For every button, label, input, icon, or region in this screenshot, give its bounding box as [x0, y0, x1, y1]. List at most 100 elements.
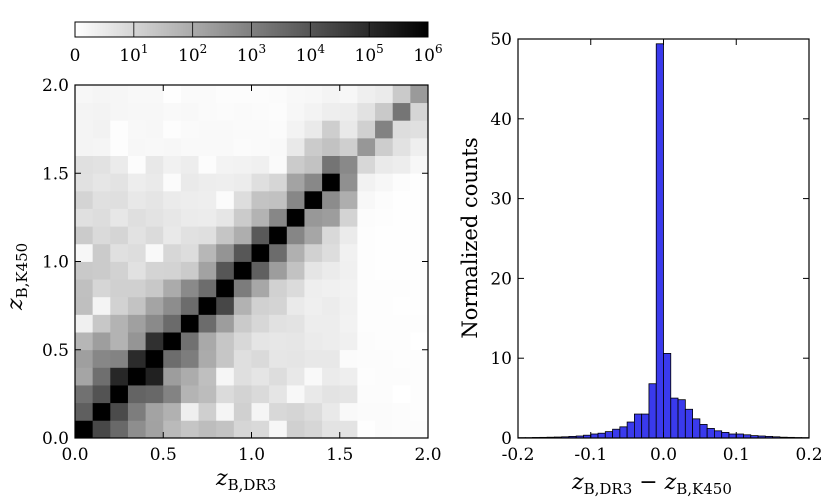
histogram-bar [706, 428, 715, 439]
heatmap-cell [216, 314, 235, 333]
x-tick-label: -0.2 [502, 445, 535, 465]
heatmap-cell [110, 243, 129, 262]
heatmap-cell [110, 349, 129, 368]
heatmap-cell [375, 296, 394, 315]
heatmap-cell [75, 402, 94, 421]
heatmap-cell [75, 296, 94, 315]
heatmap-cell [251, 190, 270, 209]
heatmap-cell [92, 367, 111, 386]
histogram-bar [721, 432, 730, 439]
y-tick-label: 0 [501, 429, 512, 449]
heatmap-cell [75, 102, 94, 121]
heatmap-cell [110, 279, 129, 298]
histogram-bar [655, 43, 664, 439]
heatmap-cell [357, 296, 376, 315]
heatmap-cell [304, 120, 323, 139]
heatmap-cell [286, 155, 305, 174]
heatmap-cell [375, 85, 394, 104]
heatmap-cell [110, 102, 129, 121]
heatmap-cell [110, 173, 129, 192]
heatmap-cell [251, 102, 270, 121]
heatmap-cell [392, 137, 411, 156]
heatmap-cell [127, 120, 146, 139]
heatmap-cell [392, 332, 411, 351]
x-tick-label: 0.2 [795, 445, 822, 465]
colorbar-tick-label: 106 [413, 42, 442, 66]
heatmap-cell [375, 314, 394, 333]
heatmap-cell [233, 279, 252, 298]
heatmap-cell [233, 155, 252, 174]
histogram-bar [677, 399, 686, 439]
histogram-bar [619, 426, 628, 439]
heatmap-cell [233, 402, 252, 421]
heatmap-cell [216, 296, 235, 315]
heatmap-cell [233, 137, 252, 156]
heatmap-cell [375, 402, 394, 421]
heatmap-cell [216, 349, 235, 368]
heatmap-cell [198, 208, 217, 227]
heatmap-cell [163, 279, 182, 298]
heatmap-cell [410, 226, 429, 245]
heatmap-cell [251, 243, 270, 262]
y-tick-label: 0.5 [42, 341, 69, 361]
heatmap-cell [357, 420, 376, 439]
heatmap-cell [198, 279, 217, 298]
heatmap-cell [127, 155, 146, 174]
heatmap-cell [233, 85, 252, 104]
heatmap-cell [269, 190, 288, 209]
heatmap-cell [410, 173, 429, 192]
heatmap-cell [322, 332, 341, 351]
heatmap-cell [410, 190, 429, 209]
heatmap-cell [75, 314, 94, 333]
x-tick-label: 0.1 [723, 445, 750, 465]
heatmap-cell [410, 137, 429, 156]
heatmap-cell [198, 243, 217, 262]
heatmap-cell [233, 332, 252, 351]
heatmap-cell [251, 261, 270, 280]
heatmap-cell [163, 314, 182, 333]
heatmap-cell [198, 226, 217, 245]
heatmap-cell [375, 367, 394, 386]
heatmap-cell [304, 349, 323, 368]
heatmap-cell [145, 349, 164, 368]
heatmap-cell [410, 314, 429, 333]
heatmap-cell [286, 314, 305, 333]
heatmap-cell [269, 349, 288, 368]
heatmap-cell [339, 155, 358, 174]
heatmap-cell [163, 385, 182, 404]
heatmap-cell [357, 226, 376, 245]
heatmap-cell [357, 385, 376, 404]
heatmap-cell [251, 332, 270, 351]
heatmap-cell [339, 279, 358, 298]
heatmap-cell [339, 85, 358, 104]
heatmap-cell [357, 402, 376, 421]
heatmap-cell [127, 420, 146, 439]
heatmap-cell [163, 296, 182, 315]
x-tick-label: 0.0 [650, 445, 677, 465]
heatmap-cell [251, 120, 270, 139]
heatmap-cell [304, 367, 323, 386]
heatmap-cell [304, 173, 323, 192]
heatmap-cell [286, 402, 305, 421]
heatmap-cell [410, 85, 429, 104]
heatmap-cell [269, 173, 288, 192]
heatmap-cell [322, 85, 341, 104]
heatmap-cell [180, 367, 199, 386]
heatmap-cell [92, 420, 111, 439]
heatmap-cell [216, 137, 235, 156]
colorbar-tick-label: 102 [178, 42, 207, 66]
heatmap-cell [322, 173, 341, 192]
heatmap-cell [127, 208, 146, 227]
heatmap-cell [75, 367, 94, 386]
heatmap-cell [145, 402, 164, 421]
heatmap-cell [180, 349, 199, 368]
heatmap-cell [392, 85, 411, 104]
histogram-bar [626, 421, 635, 439]
heatmap-cell [339, 420, 358, 439]
histogram-bar [684, 408, 694, 439]
heatmap-cell [180, 137, 199, 156]
heatmap-cell [198, 85, 217, 104]
x-tick-label: 0.5 [150, 445, 177, 465]
heatmap-cell [286, 296, 305, 315]
heatmap-cell [198, 296, 217, 315]
